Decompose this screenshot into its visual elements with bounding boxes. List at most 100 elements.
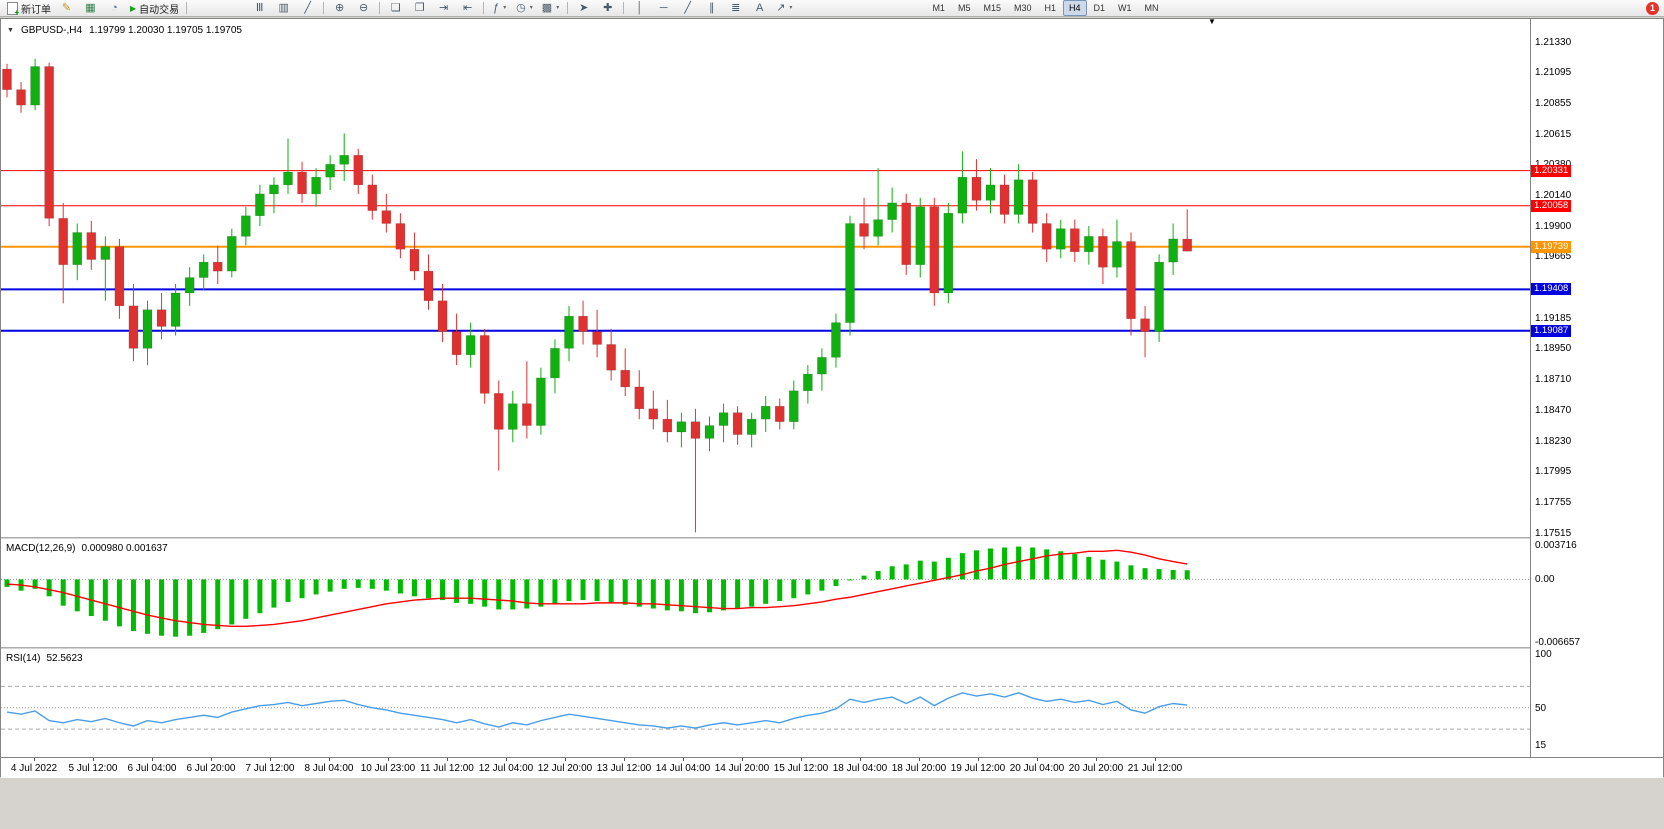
candle-body: [1056, 228, 1066, 250]
time-axis-tick: [565, 758, 566, 761]
macd-histogram-bar: [46, 579, 52, 597]
pane-splitter[interactable]: [1, 537, 1663, 539]
candle-body: [943, 212, 954, 294]
candle-body: [184, 277, 195, 294]
macd-histogram-bar: [903, 564, 909, 580]
text-icon[interactable]: A: [756, 1, 764, 14]
price-axis-label: 1.18950: [1535, 343, 1572, 355]
time-axis-label: 8 Jul 04:00: [304, 763, 354, 774]
crosshair-icon[interactable]: ✚: [603, 1, 613, 14]
metaeditor-icon[interactable]: ✎: [61, 1, 72, 14]
time-axis-label: 21 Jul 12:00: [1127, 763, 1183, 774]
time-axis-tick: [329, 758, 330, 761]
autotrading-button[interactable]: ▶ 自动交易: [126, 0, 183, 17]
timeframe-button-m1[interactable]: M1: [932, 3, 945, 13]
macd-histogram-bar: [201, 579, 207, 633]
price-axis-label: 1.21095: [1535, 67, 1572, 79]
toolbar: 新订单 ✎ ▦ ◔ ▶ 自动交易 Ⅲ ▥ ╱ ⊕ ⊖ ❏ ❐ ⇥ ⇤ ƒ▾ ◷▾ ▩▾ ➤ ✚ │ ─ ╱ ∥ ≣ A ↗▾…: [0, 0, 1664, 17]
macd-histogram-bar: [988, 548, 993, 580]
candle-body: [1126, 241, 1136, 319]
candle-body: [2, 68, 12, 90]
candle-body: [999, 184, 1010, 215]
macd-histogram-bar: [145, 579, 150, 634]
candle-body: [676, 421, 687, 433]
periods-icon[interactable]: ◷ ▾: [516, 1, 533, 14]
horizontal-line-icon[interactable]: ─: [659, 1, 668, 14]
timeframe-button-mn[interactable]: MN: [1144, 3, 1159, 13]
price-axis-label: 1.20855: [1535, 98, 1572, 110]
macd-axis-label: 0.003716: [1535, 539, 1577, 551]
chart-shift-marker[interactable]: ▼: [1208, 17, 1216, 26]
candle-body: [789, 390, 799, 422]
indicators-icon[interactable]: ƒ ▾: [493, 1, 507, 14]
candle-body: [522, 403, 532, 426]
history-center-icon[interactable]: ◔: [111, 1, 118, 14]
price-axis-label: 1.19185: [1535, 313, 1572, 325]
timeframe-button-h4[interactable]: H4: [1063, 0, 1087, 16]
time-axis-label: 12 Jul 20:00: [537, 763, 593, 774]
candlestick-chart-icon[interactable]: ▥: [278, 1, 289, 14]
macd-histogram-bar: [763, 579, 769, 604]
notification-badge[interactable]: 1: [1646, 2, 1659, 15]
zoom-in-icon[interactable]: ⊕: [335, 1, 345, 14]
price-axis[interactable]: 1.213301.210951.208551.206151.203801.201…: [1531, 19, 1663, 757]
macd-histogram-bar: [1100, 559, 1106, 580]
cascade-windows-icon[interactable]: ❐: [414, 1, 425, 14]
templates-icon[interactable]: ▩ ▾: [541, 1, 560, 14]
zoom-out-icon[interactable]: ⊖: [359, 1, 369, 14]
time-axis-tick: [152, 758, 153, 761]
line-chart-icon[interactable]: ╱: [304, 1, 311, 14]
candle-body: [381, 210, 392, 224]
channel-icon[interactable]: ∥: [708, 1, 715, 14]
price-axis-label: 1.19665: [1535, 251, 1572, 263]
cursor-icon[interactable]: ➤: [579, 1, 589, 14]
macd-histogram-bar: [130, 579, 136, 632]
fibonacci-icon[interactable]: ≣: [731, 1, 741, 14]
macd-histogram-bar: [496, 579, 502, 610]
timeframe-button-w1[interactable]: W1: [1118, 3, 1132, 13]
candle-body: [156, 309, 167, 327]
pane-splitter[interactable]: [1, 647, 1663, 649]
macd-histogram-bar: [383, 579, 389, 591]
macd-pane-canvas[interactable]: [1, 540, 1530, 647]
candle-body: [550, 348, 560, 379]
rsi-pane-canvas[interactable]: [1, 650, 1530, 757]
chart-shift-icon[interactable]: ⇤: [463, 1, 473, 14]
rsi-label-row: RSI(14) 52.5623: [6, 653, 83, 664]
tile-windows-icon[interactable]: ❏: [390, 1, 401, 14]
auto-scroll-icon[interactable]: ⇥: [439, 1, 449, 14]
macd-histogram-bar: [187, 579, 193, 636]
timeframe-button-m30[interactable]: M30: [1013, 3, 1032, 13]
market-watch-icon[interactable]: ▦: [85, 1, 96, 14]
time-axis-label: 19 Jul 12:00: [950, 763, 1006, 774]
timeframe-button-m5[interactable]: M5: [957, 3, 971, 13]
timeframe-button-m15[interactable]: M15: [983, 3, 1001, 13]
price-axis-label: 1.21330: [1535, 37, 1572, 49]
macd-histogram-bar: [4, 579, 10, 587]
collapse-arrow-icon[interactable]: ▼: [7, 27, 14, 34]
candle-body: [44, 66, 54, 219]
price-axis-label: 1.20140: [1535, 190, 1572, 202]
trendline-icon[interactable]: ╱: [684, 1, 692, 14]
arrows-icon[interactable]: ↗ ▾: [776, 1, 793, 14]
timeframe-button-h1[interactable]: H1: [1044, 3, 1057, 13]
macd-histogram-bar: [1184, 570, 1190, 580]
candle-body: [30, 66, 40, 106]
new-order-button[interactable]: 新订单: [3, 0, 55, 17]
time-axis-tick: [506, 758, 507, 761]
timeframe-button-d1[interactable]: D1: [1093, 3, 1106, 13]
macd-histogram-bar: [749, 579, 755, 607]
time-axis-tick: [978, 758, 979, 761]
bar-chart-icon[interactable]: Ⅲ: [255, 1, 264, 14]
vertical-line-icon[interactable]: │: [636, 1, 644, 14]
time-axis-tick: [683, 758, 684, 761]
price-chart-canvas[interactable]: [1, 19, 1530, 537]
time-axis[interactable]: 4 Jul 2022 5 Jul 12:00 6 Jul 04:00 6 Jul 20…: [1, 757, 1663, 778]
time-axis-tick: [1155, 758, 1156, 761]
time-axis-label: 15 Jul 12:00: [773, 763, 829, 774]
time-axis-label: 10 Jul 23:00: [360, 763, 416, 774]
candle-body: [494, 393, 504, 430]
candle-body: [311, 176, 321, 195]
candle-body: [100, 246, 111, 260]
toolbar-separator: [567, 2, 569, 14]
